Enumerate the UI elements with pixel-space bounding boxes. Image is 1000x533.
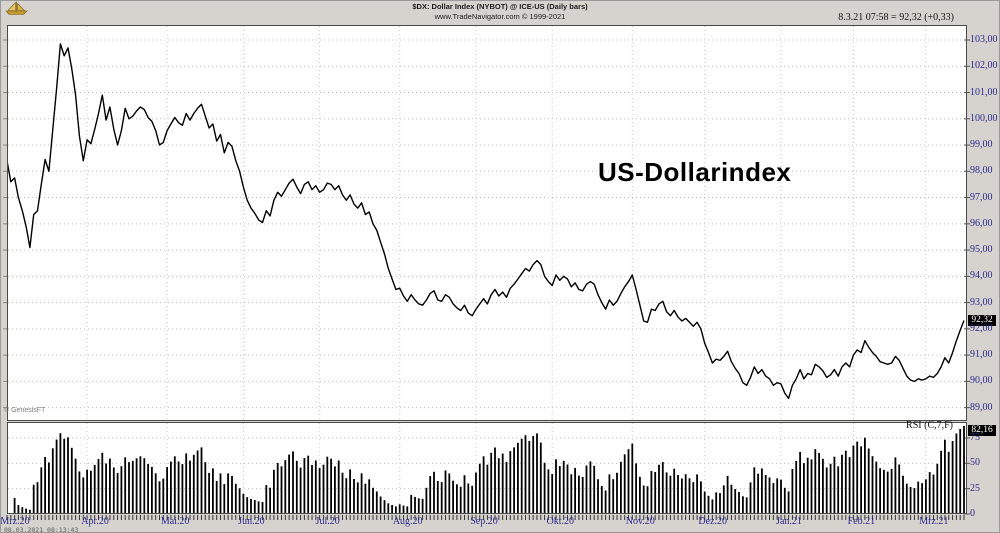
month-label: Mrz.21 bbox=[919, 516, 949, 527]
month-label: Jul.20 bbox=[315, 516, 340, 527]
price-axis-label: 91,00 bbox=[970, 349, 993, 361]
price-axis-label: 98,00 bbox=[970, 165, 993, 177]
month-label: Jan.21 bbox=[776, 516, 802, 527]
last-quote-readout: 8.3.21 07:58 = 92,32 (+0,33) bbox=[838, 12, 954, 23]
chart-subtitle: www.TradeNavigator.com © 1999-2021 bbox=[434, 12, 566, 22]
price-axis-label: 96,00 bbox=[970, 217, 993, 229]
price-axis-label: 97,00 bbox=[970, 191, 993, 203]
price-axis-label: 89,00 bbox=[970, 401, 993, 413]
rsi-indicator-label: RSI (C,7,F) bbox=[906, 420, 953, 431]
chart-title: $DX: Dollar Index (NYBOT) @ ICE-US (Dail… bbox=[412, 2, 588, 11]
price-axis-label: 94,00 bbox=[970, 270, 993, 282]
month-label: Mai.20 bbox=[160, 516, 190, 527]
price-axis-label: 90,00 bbox=[970, 375, 993, 387]
chart-header: $DX: Dollar Index (NYBOT) @ ICE-US (Dail… bbox=[1, 2, 999, 22]
price-axis-label: 102,00 bbox=[970, 60, 998, 72]
price-axis-label: 101,00 bbox=[970, 86, 998, 98]
render-timestamp: 08.03.2021 08:13:43 bbox=[4, 526, 79, 533]
month-label: Dez.20 bbox=[698, 516, 728, 527]
price-axis-label: 93,00 bbox=[970, 296, 993, 308]
price-axis-label: 92,00 bbox=[970, 322, 993, 334]
genesis-copyright: © GenesisFT bbox=[4, 407, 46, 414]
trade-navigator-logo-icon bbox=[5, 1, 28, 15]
month-label: Feb.21 bbox=[847, 516, 876, 527]
month-label: Aug.20 bbox=[392, 516, 423, 527]
rsi-panel bbox=[7, 422, 967, 514]
month-label: Okt.20 bbox=[546, 516, 574, 527]
month-label: Nov.20 bbox=[625, 516, 655, 527]
rsi-axis-label: 25 bbox=[970, 482, 980, 494]
month-label: Apr.20 bbox=[81, 516, 109, 527]
instrument-watermark: US-Dollarindex bbox=[598, 157, 792, 187]
month-label: Sep.20 bbox=[470, 516, 498, 527]
month-label: Mrz.20 bbox=[0, 516, 30, 527]
price-axis-label: 103,00 bbox=[970, 34, 998, 45]
rsi-axis-label: 0 bbox=[970, 508, 975, 519]
price-axis-label: 100,00 bbox=[970, 112, 998, 124]
rsi-axis-label: 50 bbox=[970, 457, 980, 469]
rsi-value-tag: 82,16 bbox=[968, 425, 996, 437]
price-panel bbox=[7, 25, 967, 421]
price-axis-label: 95,00 bbox=[970, 244, 993, 256]
price-axis-label: 99,00 bbox=[970, 139, 993, 151]
last-price-tag: 92,32 bbox=[968, 314, 996, 326]
month-label: Jun.20 bbox=[238, 516, 265, 527]
rsi-axis-label: 75 bbox=[970, 432, 980, 443]
